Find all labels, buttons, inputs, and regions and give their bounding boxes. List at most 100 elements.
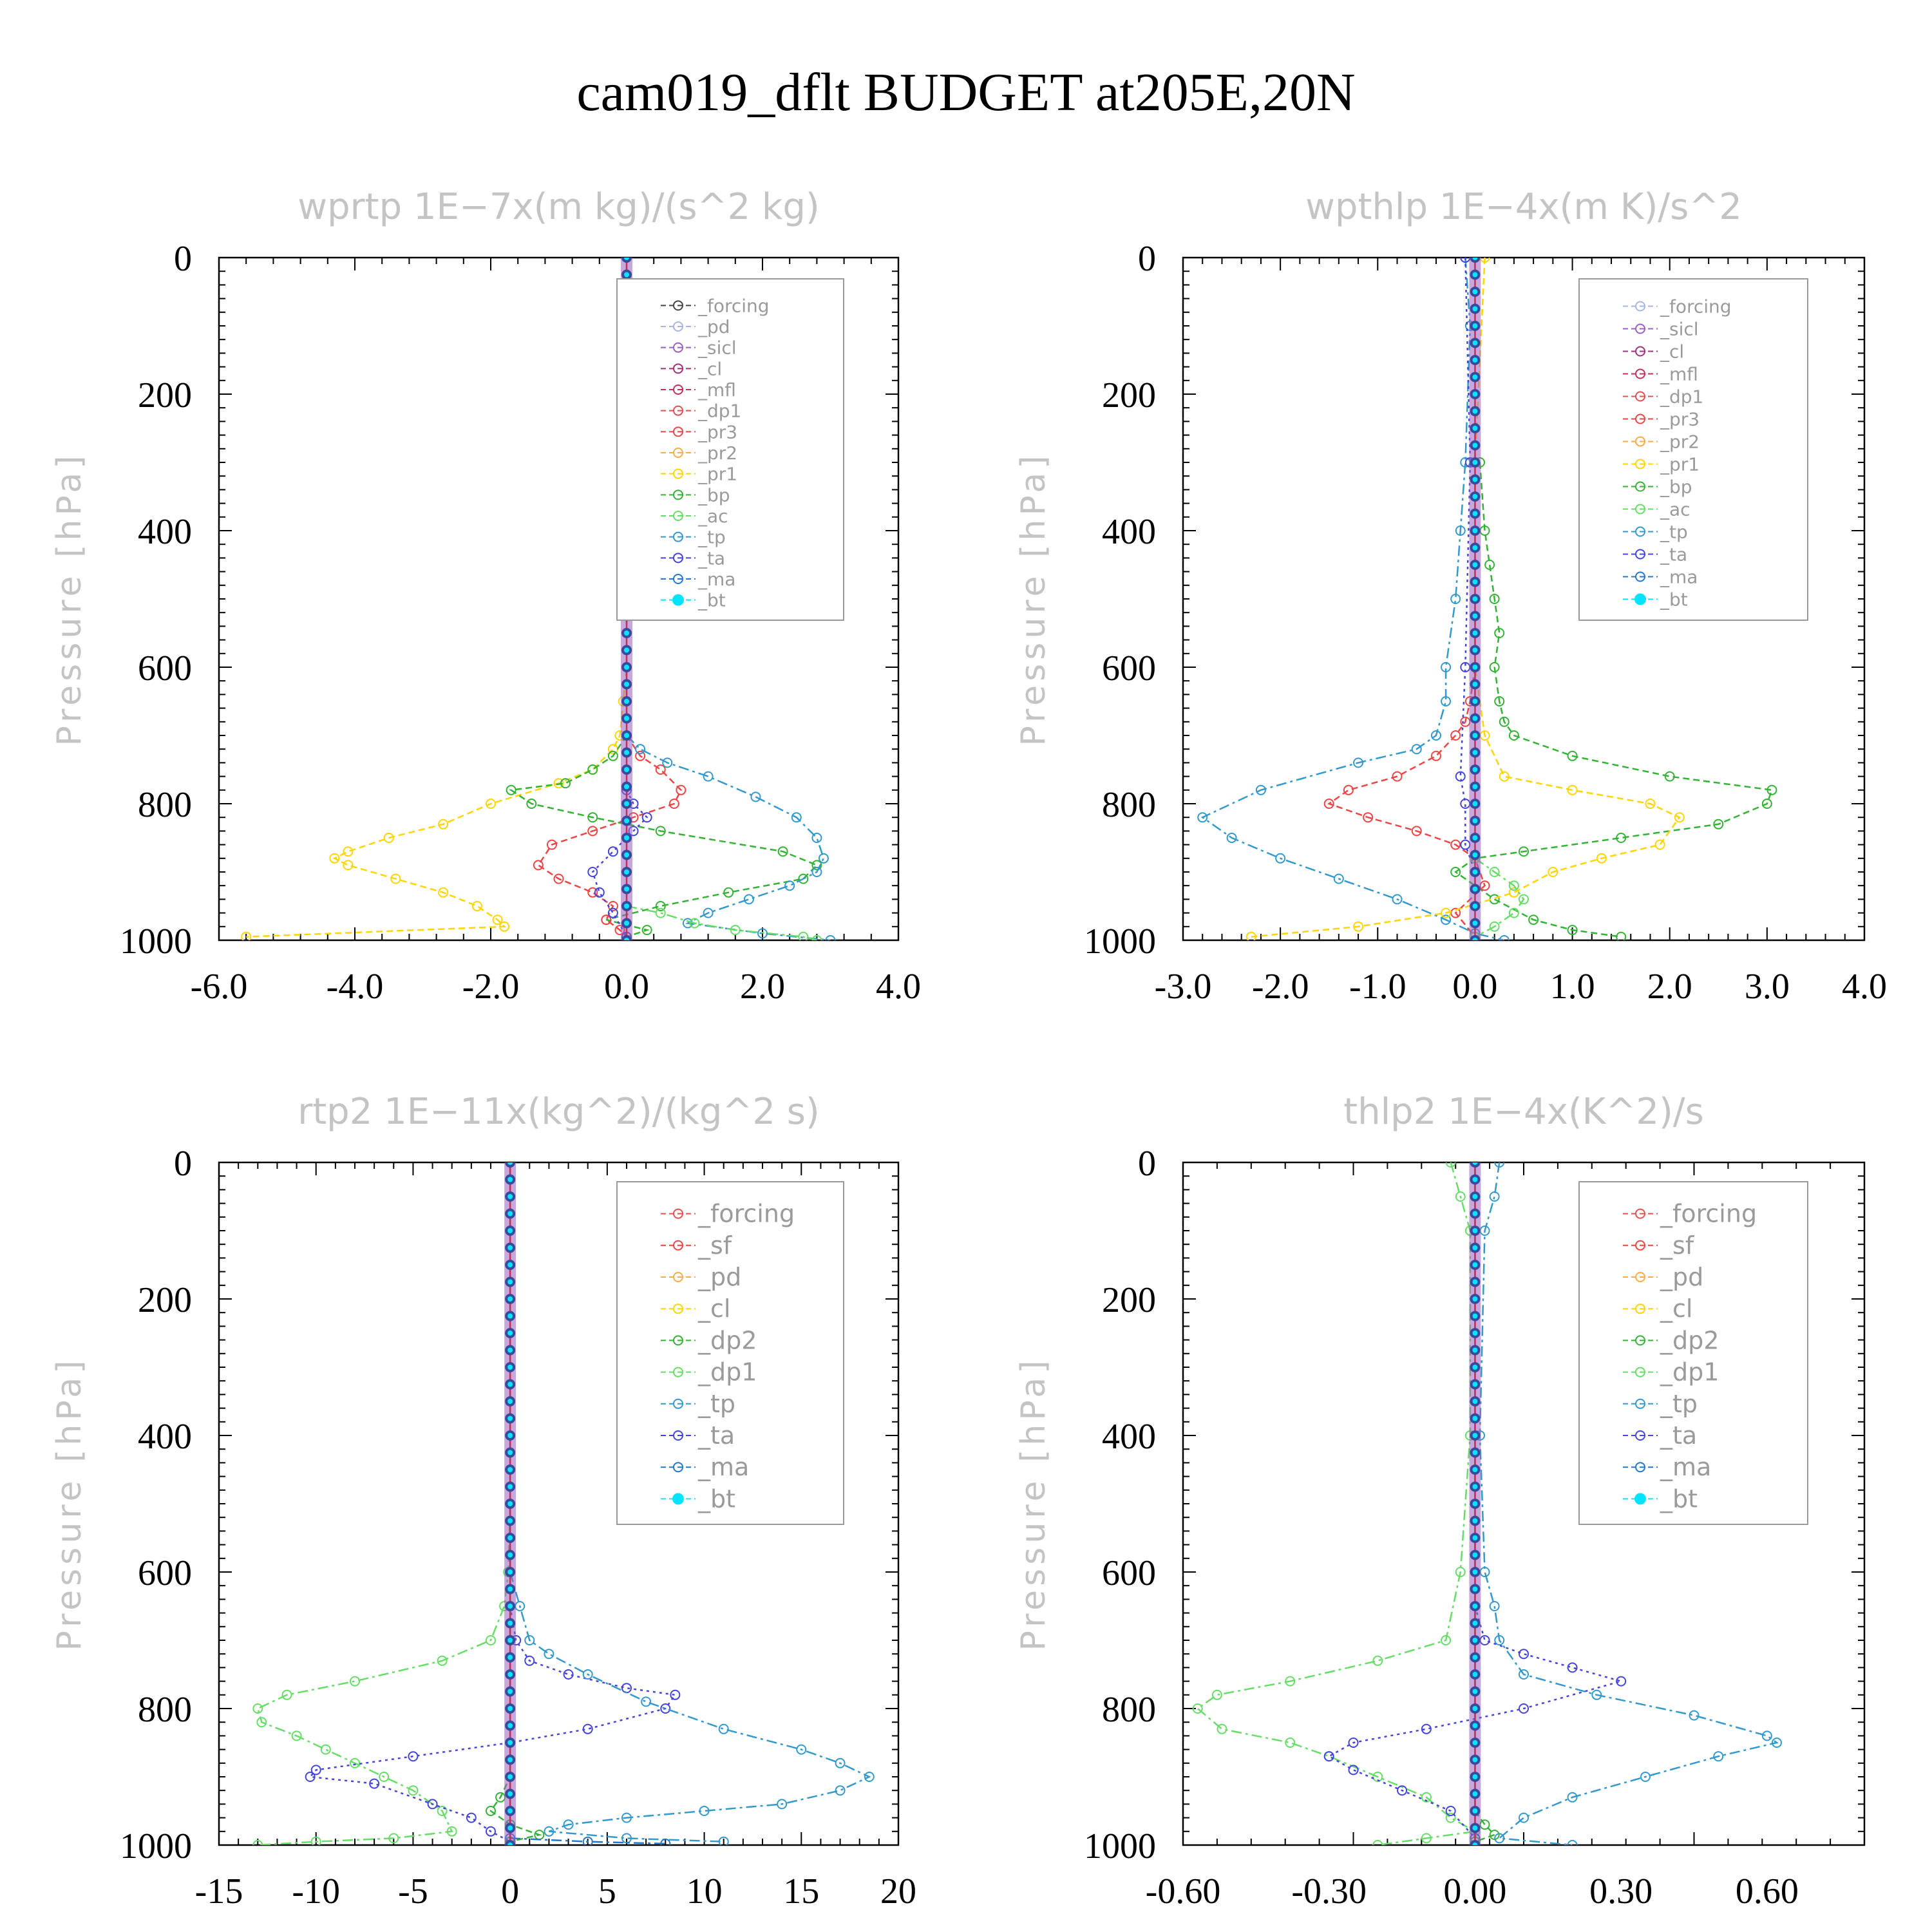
legend-label: _mfl (697, 379, 736, 401)
legend-label: _ma (697, 569, 735, 590)
series-line (591, 790, 649, 938)
legend-label: _pr3 (1660, 409, 1700, 430)
series-point (1519, 1812, 1529, 1823)
y-tick-label: 600 (1102, 1553, 1156, 1593)
legend-swatch-marker (1635, 323, 1645, 334)
series-point (329, 853, 340, 864)
series-point (486, 1826, 496, 1837)
bt-point-core (507, 1672, 513, 1677)
bt-point-core (624, 920, 629, 926)
series-point (1713, 1751, 1724, 1762)
legend-swatch-marker (1635, 526, 1645, 537)
series-point (641, 812, 652, 823)
legend-swatch-marker (673, 553, 683, 564)
bt-point-core (1472, 426, 1478, 431)
bt-point-core (1472, 886, 1478, 892)
bt-point-core (1472, 1279, 1478, 1285)
legend-label: _bt (1660, 1484, 1698, 1513)
y-tick-label: 800 (1102, 785, 1156, 825)
bt-point-core (1472, 1501, 1478, 1506)
series-point (1519, 894, 1529, 905)
series-point (305, 1772, 316, 1782)
bt-point-core (1472, 904, 1478, 909)
bt-point-core (507, 1586, 513, 1592)
bt-point-core (1472, 1740, 1478, 1745)
series-point (1489, 921, 1500, 932)
bt-point-core (1472, 1296, 1478, 1302)
series-point (607, 846, 618, 857)
series-point (689, 918, 700, 929)
legend-label: _bt (697, 1484, 735, 1513)
series-point (1489, 1601, 1500, 1611)
bt-point-core (1472, 408, 1478, 414)
series-point (718, 1836, 729, 1845)
legend-label: _tp (697, 527, 726, 548)
series-point (1450, 907, 1461, 918)
series-point (1441, 1635, 1452, 1645)
series-line (510, 1837, 666, 1845)
series-point (563, 1669, 574, 1680)
bt-point-core (1472, 289, 1478, 294)
legend-label: _ac (697, 506, 728, 527)
bt-point-core (507, 1825, 513, 1831)
legend-swatch-marker (1635, 1303, 1645, 1314)
series-point (1348, 1765, 1359, 1776)
series-point (798, 873, 809, 884)
series-line (509, 735, 819, 938)
bt-point-core (1472, 1228, 1478, 1233)
legend-label: _pr1 (1660, 454, 1700, 475)
series-point (1713, 819, 1724, 829)
series-point (587, 887, 598, 898)
series-point (437, 1655, 448, 1666)
series-point (1197, 812, 1208, 823)
series-line (308, 1605, 677, 1842)
legend-swatch-marker (1634, 593, 1646, 605)
series-line (1479, 1162, 1779, 1845)
series-point (524, 1635, 535, 1645)
legend-label: _forcing (697, 1200, 795, 1228)
bt-point-core (1472, 477, 1478, 482)
legend-label: _bp (697, 484, 730, 506)
bt-point-core (624, 258, 629, 260)
series-point (1494, 696, 1505, 706)
legend-swatch-marker (672, 594, 684, 606)
bt-point-core (507, 1365, 513, 1370)
legend-swatch-marker (673, 426, 683, 437)
bt-point-core (507, 1162, 513, 1165)
series-line (256, 1503, 511, 1845)
bt-point-core (1472, 511, 1478, 516)
series-point (1421, 1792, 1432, 1803)
bt-point-core (1472, 852, 1478, 858)
bt-point-core (1472, 920, 1478, 926)
bt-point-core (1472, 818, 1478, 824)
series-point (553, 873, 564, 884)
y-tick-label: 400 (1102, 512, 1156, 552)
bt-point-core (624, 699, 629, 704)
series-point (1479, 258, 1490, 263)
series-point (587, 826, 598, 837)
bt-point-core (1472, 1672, 1478, 1677)
bt-point-core (1472, 1194, 1478, 1199)
series-point (1508, 880, 1519, 891)
legend-label: _ta (697, 1421, 735, 1450)
series-point (655, 764, 666, 775)
legend-swatch-marker (673, 1335, 683, 1346)
series-point (1392, 894, 1403, 905)
series-point (1411, 744, 1422, 755)
legend-label: _pr2 (697, 442, 737, 464)
series-point (486, 1635, 496, 1645)
series-point (1489, 1191, 1500, 1202)
bt-point-core (1472, 784, 1478, 790)
legend-box (616, 278, 844, 621)
bt-point-core (507, 1757, 513, 1763)
legend-swatch-marker (1635, 368, 1645, 379)
bt-point-core (1472, 1381, 1478, 1387)
series-point (1455, 771, 1466, 782)
series-point (1519, 1703, 1529, 1714)
series-point (1494, 1162, 1505, 1168)
series-point (723, 887, 734, 898)
series-point (594, 887, 605, 898)
series-point (607, 750, 618, 761)
bt-point-core (1472, 545, 1478, 551)
